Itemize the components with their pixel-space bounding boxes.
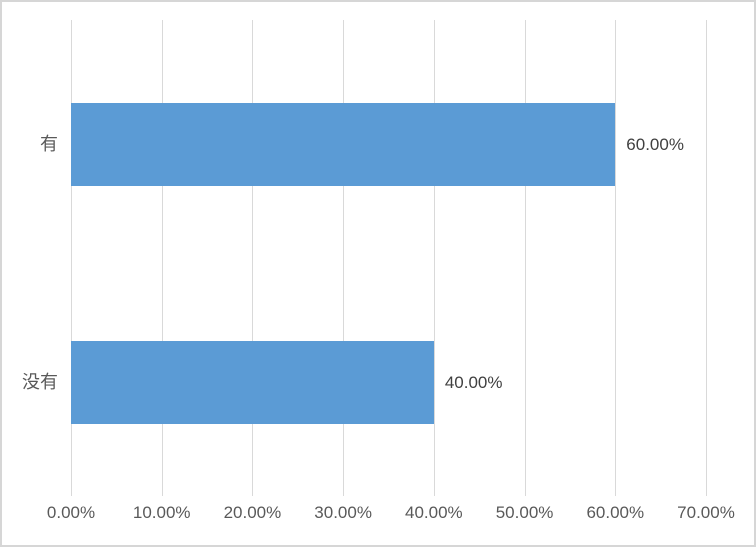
plot-area: 60.00% 40.00%: [71, 20, 707, 496]
data-label: 60.00%: [626, 135, 684, 154]
gridline: [252, 20, 254, 496]
category-label: 有: [40, 134, 58, 154]
bar-有: [71, 102, 616, 186]
x-tick-label: 70.00%: [677, 503, 735, 522]
gridline: [343, 20, 345, 496]
x-tick-label: 50.00%: [495, 503, 554, 522]
data-label: 40.00%: [444, 373, 503, 392]
gridline: [615, 20, 617, 496]
x-tick-label: 60.00%: [586, 503, 645, 522]
x-tick-label: 10.00%: [132, 503, 191, 522]
x-tick-label: 40.00%: [405, 503, 463, 522]
gridline: [433, 20, 435, 496]
bar-没有: [71, 340, 434, 424]
x-tick-label: 20.00%: [223, 503, 282, 522]
gridline: [161, 20, 163, 496]
gridline: [524, 20, 526, 496]
x-tick-label: 0.00%: [46, 503, 96, 522]
gridline: [71, 20, 72, 496]
category-label: 没有: [22, 372, 58, 392]
gridline: [706, 20, 707, 496]
x-tick-label: 30.00%: [314, 503, 372, 522]
